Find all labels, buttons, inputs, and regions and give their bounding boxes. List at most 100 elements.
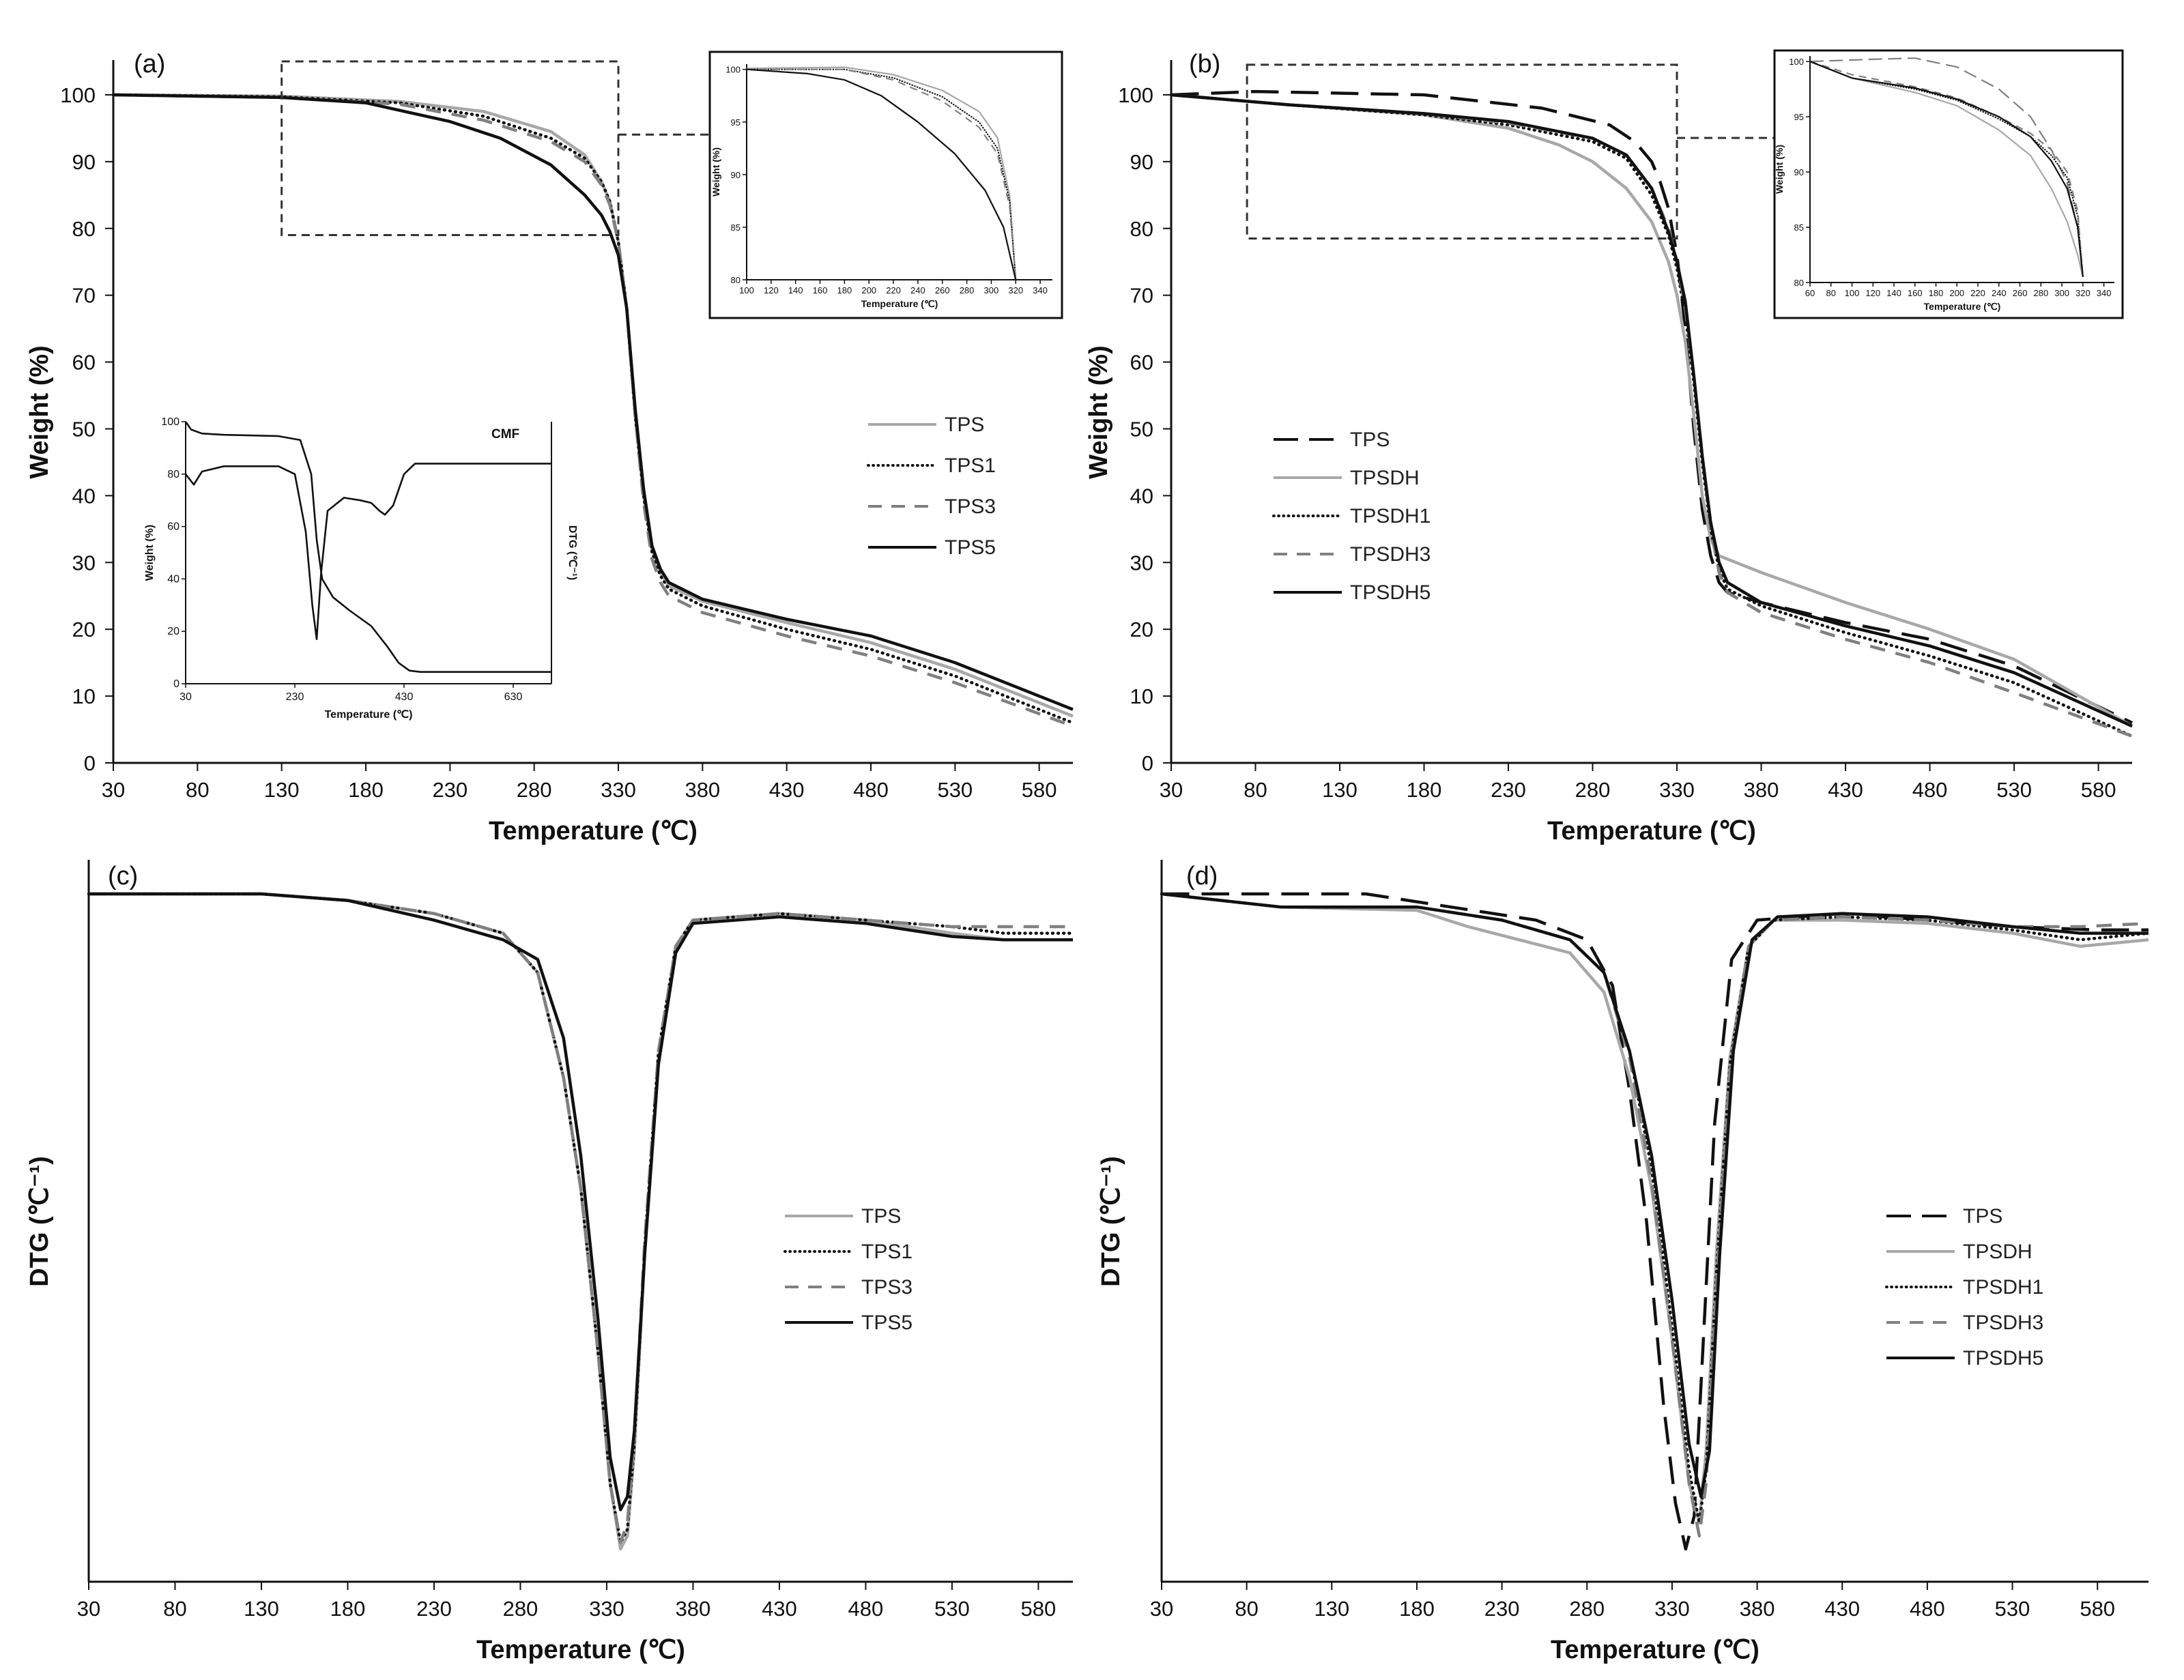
x-tick-label: 130 — [244, 1597, 279, 1621]
series-line-tps1 — [111, 93, 1075, 725]
x-tick-label: 230 — [1484, 1597, 1520, 1621]
x-tick-label: 580 — [2081, 778, 2116, 802]
inset-series-weight — [184, 421, 551, 673]
x-tick-label: 330 — [601, 778, 636, 802]
inset-y-tick-label: 85 — [1794, 222, 1804, 233]
x-tick-label: 180 — [348, 778, 384, 802]
y-tick-label: 90 — [1130, 150, 1153, 174]
inset-y-tick-label: 100 — [1789, 57, 1804, 67]
legend-label: TPSDH5 — [1963, 1347, 2043, 1370]
inset-y2-title: DTG (℃⁻¹) — [566, 525, 578, 581]
inset-x-tick-label: 160 — [813, 285, 828, 295]
legend-label: TPSDH3 — [1350, 543, 1431, 566]
x-tick-label: 80 — [1235, 1597, 1258, 1621]
x-tick-label: 580 — [2080, 1597, 2115, 1621]
x-tick-label: 530 — [934, 1597, 970, 1621]
inset-x-tick-label: 180 — [1929, 288, 1944, 298]
panel-c: 30 80 130 180 230 280 330 380 430 480 530 580 Temper… — [25, 860, 1075, 1664]
x-tick-label: 480 — [848, 1597, 884, 1621]
inset-x-tick-label: 200 — [1949, 288, 1964, 298]
inset-y-title: Weight (%) — [1774, 145, 1785, 194]
inset-x-tick-label: 430 — [395, 691, 414, 703]
x-tick-label: 330 — [1654, 1597, 1690, 1621]
y-tick-label: 50 — [72, 417, 96, 441]
y-axis-title: DTG (℃⁻¹) — [1097, 1156, 1125, 1286]
legend-label: TPSDH — [1350, 467, 1420, 489]
y-tick-label: 100 — [60, 83, 96, 107]
inset-y-tick-label: 0 — [173, 678, 179, 690]
inset-x-tick-label: 100 — [739, 285, 754, 295]
inset-y-tick-label: 95 — [1794, 112, 1804, 122]
zoom-region-box — [281, 60, 620, 237]
inset-x-tick-label: 240 — [910, 285, 925, 295]
x-tick-label: 430 — [1828, 778, 1863, 802]
legend-label: TPS5 — [945, 536, 996, 559]
series-line-tps5 — [89, 892, 1073, 1511]
x-tick-label: 530 — [937, 778, 973, 802]
x-tick-label: 430 — [762, 1597, 797, 1621]
legend-label: TPS3 — [945, 495, 996, 518]
legend-label: TPSDH — [1963, 1241, 2032, 1263]
legend-label: TPS1 — [861, 1241, 913, 1263]
y-tick-label: 40 — [1130, 484, 1153, 508]
series-line-tpsdh — [1170, 93, 2133, 728]
panel-label: (c) — [108, 862, 138, 890]
inset-x-tick-label: 220 — [1970, 288, 1985, 298]
inset-x-tick-label: 340 — [1033, 285, 1048, 295]
panel-b: 30 80 130 180 230 280 330 380 430 480 530 580 0 10 20 3… — [1084, 49, 2134, 845]
inset-x-title: Temperature (℃) — [325, 709, 413, 721]
y-tick-label: 0 — [84, 751, 96, 775]
y-tick-label: 30 — [72, 551, 96, 575]
series-line-tps1 — [87, 892, 1075, 1544]
inset-x-tick-label: 140 — [788, 285, 803, 295]
y-tick-label: 80 — [72, 217, 96, 241]
inset-y-tick-label: 80 — [731, 275, 741, 285]
x-axis-title: Temperature (℃) — [1547, 817, 1756, 845]
inset-x-tick-label: 340 — [2097, 288, 2112, 298]
inset-x-tick-label: 100 — [1845, 288, 1860, 298]
y-tick-label: 60 — [72, 351, 96, 375]
inset-y-tick-label: 40 — [167, 573, 179, 585]
x-tick-label: 80 — [186, 778, 209, 802]
inset-x-tick-label: 180 — [837, 285, 852, 295]
y-tick-label: 50 — [1130, 417, 1153, 441]
y-tick-label: 0 — [1142, 751, 1153, 775]
inset-x-tick-label: 60 — [1805, 288, 1815, 298]
inset-x-tick-label: 300 — [984, 285, 999, 295]
x-tick-label: 580 — [1021, 1597, 1057, 1621]
panel-label: (d) — [1186, 862, 1218, 890]
inset-x-tick-label: 320 — [2075, 288, 2090, 298]
inset-y-tick-label: 100 — [161, 416, 179, 428]
inset-x-tick-label: 220 — [886, 285, 901, 295]
y-tick-label: 60 — [1130, 351, 1153, 375]
series-line-tps — [1162, 892, 2149, 1551]
x-tick-label: 230 — [1491, 778, 1526, 802]
y-tick-label: 10 — [1130, 684, 1153, 708]
x-tick-label: 330 — [589, 1597, 624, 1621]
y-tick-label: 100 — [1118, 83, 1153, 107]
legend-label: TPS — [1963, 1205, 2002, 1228]
x-tick-label: 80 — [163, 1597, 186, 1621]
inset-x-tick-label: 240 — [1992, 288, 2007, 298]
series-line-tps — [89, 892, 1073, 1551]
inset-series-tpsdh3 — [1809, 61, 2084, 277]
y-tick-label: 70 — [72, 284, 96, 308]
series-line-tpsdh5 — [1161, 892, 2149, 1498]
y-tick-label: 20 — [72, 618, 96, 641]
inset-note-label: CMF — [491, 427, 519, 441]
x-tick-label: 130 — [1322, 778, 1357, 802]
x-tick-label: 480 — [853, 778, 889, 802]
y-tick-label: 40 — [72, 484, 96, 508]
x-tick-label: 280 — [1575, 778, 1611, 802]
y-tick-label: 30 — [1130, 551, 1153, 575]
x-tick-label: 530 — [1996, 778, 2032, 802]
x-tick-label: 430 — [1824, 1597, 1860, 1621]
inset-x-tick-label: 630 — [504, 691, 523, 703]
inset-x-tick-label: 260 — [2013, 288, 2028, 298]
inset-x-tick-label: 280 — [2033, 288, 2048, 298]
x-tick-label: 530 — [1995, 1597, 2030, 1621]
x-tick-label: 330 — [1659, 778, 1695, 802]
inset-series-tps5 — [746, 68, 1017, 280]
inset-x-tick-label: 120 — [1865, 288, 1880, 298]
